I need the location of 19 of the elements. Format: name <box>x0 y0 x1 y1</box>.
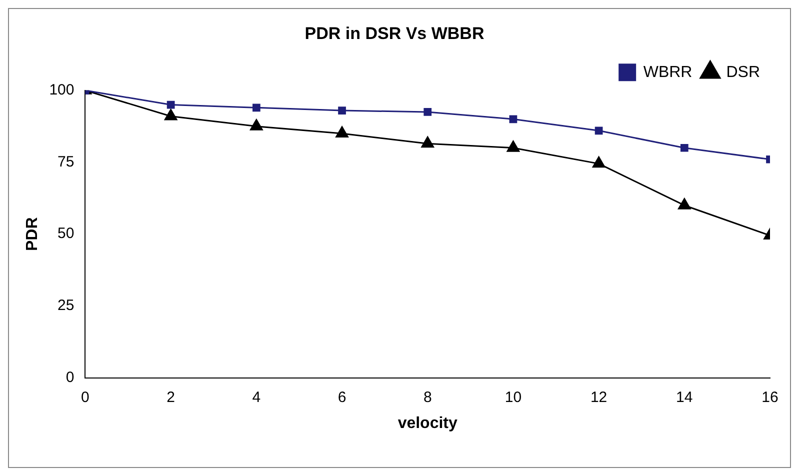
x-tick-label: 14 <box>676 388 693 406</box>
y-axis-title: PDR <box>24 216 42 251</box>
y-tick-label: 0 <box>66 368 74 386</box>
legend-label: DSR <box>726 64 760 81</box>
y-tick-label: 100 <box>49 82 74 99</box>
legend-label: WBRR <box>643 64 692 81</box>
x-axis-title: velocity <box>398 414 458 432</box>
x-tick-label: 16 <box>762 388 778 406</box>
y-tick-label: 25 <box>58 297 74 314</box>
x-tick-label: 10 <box>504 388 522 406</box>
chart-title: PDR in DSR Vs WBBR <box>304 24 484 43</box>
x-tick-label: 2 <box>166 388 175 406</box>
x-tick-label: 4 <box>252 388 261 406</box>
x-tick-label: 6 <box>338 388 346 406</box>
x-tick-label: 12 <box>590 388 608 406</box>
y-tick-label: 75 <box>58 153 74 170</box>
y-tick-label: 50 <box>58 225 74 242</box>
x-tick-label: 0 <box>81 388 90 406</box>
x-tick-label: 8 <box>423 388 432 406</box>
